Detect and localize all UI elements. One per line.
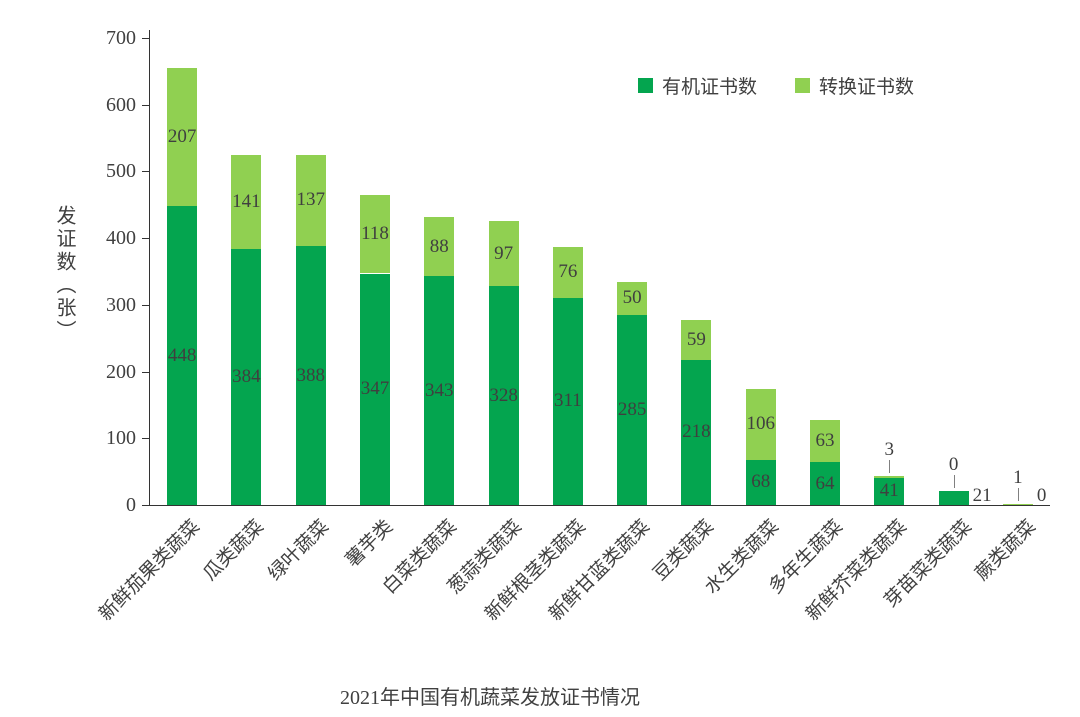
y-tick-mark	[142, 171, 149, 173]
bar-segment	[231, 154, 262, 249]
bar-segment	[552, 297, 583, 505]
data-label: 311	[553, 390, 582, 412]
legend: 有机证书数 转换证书数	[638, 72, 914, 99]
bar-segment	[295, 246, 326, 505]
x-axis-line	[149, 505, 1050, 506]
data-label: 347	[360, 378, 390, 400]
y-tick-label: 300	[106, 293, 136, 316]
bar-segment	[360, 194, 390, 274]
legend-item: 有机证书数	[638, 72, 757, 99]
data-label: 448	[167, 344, 197, 366]
data-label: 0	[948, 453, 959, 475]
data-label: 384	[232, 365, 261, 387]
y-tick-label: 500	[106, 160, 136, 183]
y-tick-mark	[142, 438, 149, 440]
y-tick-mark	[142, 104, 149, 106]
bar-segment	[231, 248, 262, 505]
bar-segment	[424, 276, 455, 505]
data-label: 64	[815, 472, 835, 494]
bar-segment	[745, 388, 776, 460]
bar-segment	[874, 475, 905, 478]
y-axis-title: 发证数（张）	[53, 205, 75, 343]
x-category-label: 蕨类蔬菜	[971, 516, 1041, 585]
x-category-label: 薯芋类	[341, 516, 398, 572]
bar-segment	[488, 221, 519, 287]
y-tick-mark	[142, 505, 149, 506]
label-leader-line	[953, 474, 955, 488]
bar-segment	[874, 477, 905, 505]
bar-segment	[488, 286, 519, 505]
legend-swatch	[795, 78, 811, 93]
y-tick-mark	[142, 238, 149, 240]
bar-segment	[617, 281, 648, 315]
chart-title: 2021年中国有机蔬菜发放证书情况	[340, 687, 640, 709]
y-tick-label: 600	[106, 93, 136, 116]
bar-segment	[167, 68, 198, 207]
data-label: 106	[746, 413, 775, 435]
y-tick-mark	[142, 38, 149, 39]
y-tick-label: 700	[106, 27, 136, 49]
data-label: 63	[815, 430, 835, 452]
bar-segment	[617, 314, 648, 505]
y-tick-label: 0	[126, 494, 136, 516]
y-tick-label: 200	[106, 360, 136, 383]
y-axis-line	[149, 30, 150, 506]
legend-label: 有机证书数	[662, 77, 758, 98]
data-label: 97	[494, 242, 514, 264]
data-label: 88	[429, 235, 449, 257]
data-label: 285	[617, 398, 647, 420]
x-category-label: 绿叶蔬菜	[264, 516, 333, 585]
data-label: 137	[296, 189, 325, 211]
data-label: 50	[622, 287, 642, 309]
data-label: 207	[167, 126, 197, 148]
bar-segment	[360, 273, 390, 505]
data-label: 141	[232, 190, 261, 212]
x-category-label: 瓜类蔬菜	[199, 516, 269, 585]
data-label: 68	[751, 471, 771, 493]
label-leader-line	[1017, 488, 1019, 502]
data-label: 118	[361, 223, 389, 245]
bar-segment	[810, 462, 840, 505]
data-label: 21	[972, 485, 992, 506]
bar-segment	[424, 217, 455, 277]
bar-segment	[810, 420, 840, 463]
data-label: 0	[1036, 485, 1047, 506]
data-label: 388	[296, 364, 325, 386]
bar-segment	[552, 246, 583, 298]
y-tick-label: 400	[106, 227, 136, 250]
bar-segment	[681, 359, 712, 505]
bar-segment	[938, 490, 969, 505]
legend-item: 转换证书数	[795, 72, 914, 99]
label-leader-line	[889, 459, 891, 473]
y-tick-label: 100	[106, 427, 136, 450]
bar-segment	[295, 154, 326, 247]
data-label: 59	[686, 328, 706, 350]
y-tick-mark	[142, 371, 149, 373]
x-category-label: 新鲜茄果类蔬菜	[95, 516, 205, 626]
data-label: 76	[558, 261, 578, 283]
data-label: 343	[425, 379, 454, 401]
bar-segment	[681, 320, 712, 360]
bar-segment	[1002, 504, 1033, 506]
data-label: 328	[489, 384, 518, 406]
bar-segment	[167, 206, 198, 505]
data-label: 3	[884, 438, 895, 460]
data-label: 218	[682, 421, 711, 443]
bar-segment	[745, 459, 776, 505]
data-label: 41	[879, 480, 899, 502]
legend-label: 转换证书数	[819, 77, 915, 98]
legend-swatch	[638, 78, 653, 93]
y-tick-mark	[142, 304, 149, 306]
data-label: 1	[1013, 467, 1023, 489]
